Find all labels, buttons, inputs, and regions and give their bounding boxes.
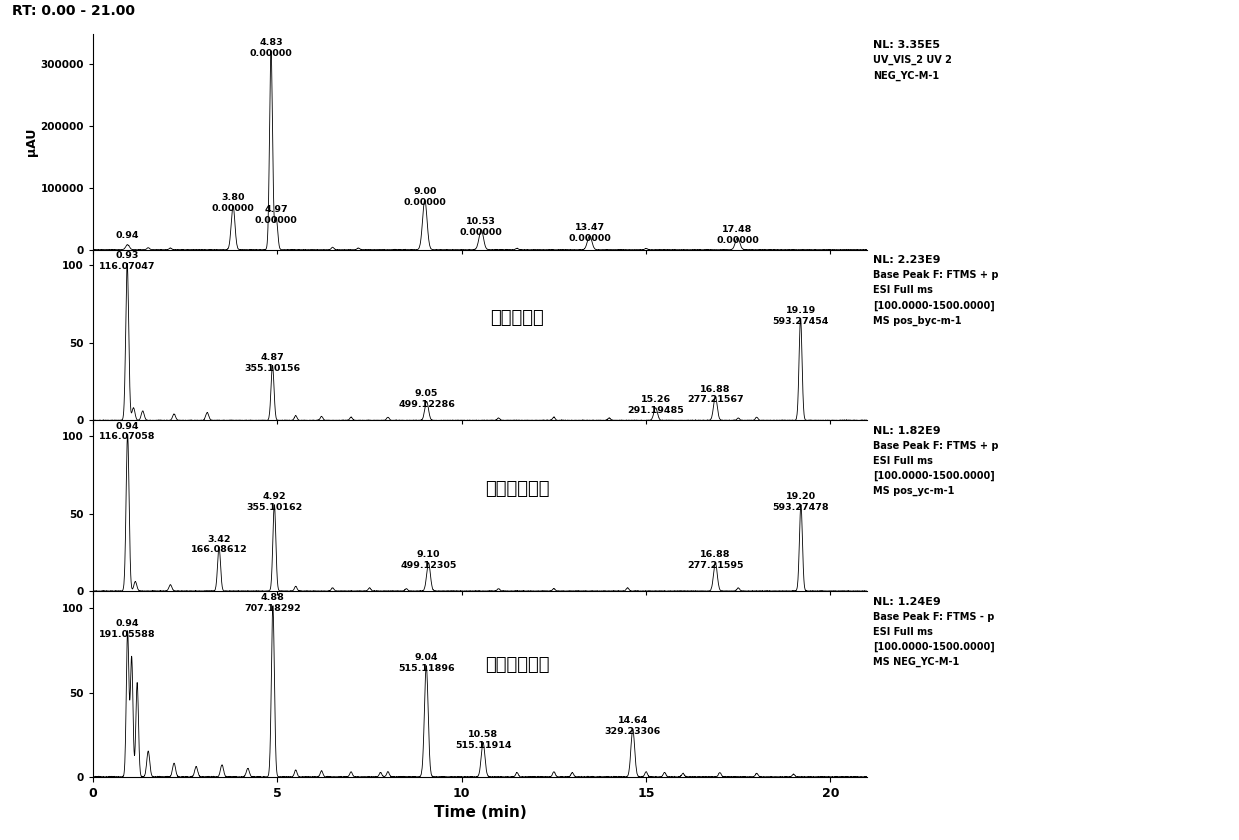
Text: 固陈蝒负离子: 固陈蝒负离子 xyxy=(484,657,549,675)
Text: UV_VIS_2 UV 2: UV_VIS_2 UV 2 xyxy=(873,55,953,66)
Text: 浜蝒正离子: 浜蝒正离子 xyxy=(491,309,544,327)
Text: 116.07058: 116.07058 xyxy=(99,433,156,441)
Text: NL: 1.82E9: NL: 1.82E9 xyxy=(873,426,942,436)
Text: Base Peak F: FTMS + p: Base Peak F: FTMS + p xyxy=(873,441,999,451)
Text: 0.00000: 0.00000 xyxy=(404,198,446,207)
Text: 277.21595: 277.21595 xyxy=(688,561,743,570)
Text: 329.23306: 329.23306 xyxy=(605,727,660,737)
Text: 19.19: 19.19 xyxy=(786,306,815,315)
Y-axis label: μAU: μAU xyxy=(25,128,37,156)
Text: NL: 2.23E9: NL: 2.23E9 xyxy=(873,255,940,265)
Text: 191.05588: 191.05588 xyxy=(99,630,156,638)
Text: 9.10: 9.10 xyxy=(416,550,440,559)
Text: 4.87: 4.87 xyxy=(260,353,285,362)
Text: 499.12286: 499.12286 xyxy=(398,400,455,409)
Text: 355.10162: 355.10162 xyxy=(247,503,302,512)
Text: 355.10156: 355.10156 xyxy=(244,364,301,373)
Text: 3.80: 3.80 xyxy=(222,192,245,202)
Text: 9.05: 9.05 xyxy=(415,389,439,398)
Text: 9.04: 9.04 xyxy=(415,654,439,662)
Text: 0.94: 0.94 xyxy=(115,422,139,431)
Text: 13.47: 13.47 xyxy=(575,223,605,232)
Text: 0.93: 0.93 xyxy=(115,251,139,260)
Text: [100.0000-1500.0000]: [100.0000-1500.0000] xyxy=(873,642,995,653)
Text: 593.27478: 593.27478 xyxy=(773,503,829,512)
Text: 15.26: 15.26 xyxy=(641,396,670,405)
Text: 14.64: 14.64 xyxy=(618,717,648,726)
Text: 0.94: 0.94 xyxy=(115,232,139,240)
Text: 16.88: 16.88 xyxy=(700,550,731,559)
Text: 4.97: 4.97 xyxy=(264,205,287,213)
Text: 0.00000: 0.00000 xyxy=(716,236,758,244)
Text: 707.18292: 707.18292 xyxy=(244,604,301,613)
Text: 116.07047: 116.07047 xyxy=(99,262,155,270)
Text: ESI Full ms: ESI Full ms xyxy=(873,627,933,637)
Text: 16.88: 16.88 xyxy=(700,385,731,393)
Text: MS NEG_YC-M-1: MS NEG_YC-M-1 xyxy=(873,657,960,668)
Text: 0.00000: 0.00000 xyxy=(460,228,503,237)
Text: ESI Full ms: ESI Full ms xyxy=(873,456,933,466)
Text: 0.94: 0.94 xyxy=(115,619,139,628)
Text: 19.20: 19.20 xyxy=(786,492,817,501)
Text: 499.12305: 499.12305 xyxy=(400,561,457,570)
Text: MS pos_yc-m-1: MS pos_yc-m-1 xyxy=(873,486,955,496)
Text: 515.11896: 515.11896 xyxy=(398,664,455,673)
Text: 0.00000: 0.00000 xyxy=(255,216,297,225)
Text: 3.42: 3.42 xyxy=(207,535,230,543)
Text: 固陈蝒正离子: 固陈蝒正离子 xyxy=(484,480,549,498)
Text: 593.27454: 593.27454 xyxy=(772,317,829,326)
Text: 0.00000: 0.00000 xyxy=(569,234,611,243)
Text: NEG_YC-M-1: NEG_YC-M-1 xyxy=(873,71,939,81)
Text: Base Peak F: FTMS - p: Base Peak F: FTMS - p xyxy=(873,612,995,622)
Text: ESI Full ms: ESI Full ms xyxy=(873,285,933,295)
Text: Base Peak F: FTMS + p: Base Peak F: FTMS + p xyxy=(873,270,999,280)
Text: 4.92: 4.92 xyxy=(263,492,286,501)
Text: 4.83: 4.83 xyxy=(259,38,282,46)
Text: 515.11914: 515.11914 xyxy=(455,741,512,750)
Text: 0.00000: 0.00000 xyxy=(249,49,292,58)
Text: NL: 1.24E9: NL: 1.24E9 xyxy=(873,596,942,606)
Text: 277.21567: 277.21567 xyxy=(688,395,743,404)
Text: 17.48: 17.48 xyxy=(722,224,752,234)
Text: 10.58: 10.58 xyxy=(468,730,498,739)
Text: MS pos_byc-m-1: MS pos_byc-m-1 xyxy=(873,315,961,326)
Text: [100.0000-1500.0000]: [100.0000-1500.0000] xyxy=(873,300,995,311)
Text: 0.00000: 0.00000 xyxy=(212,204,254,213)
X-axis label: Time (min): Time (min) xyxy=(434,806,527,821)
Text: 291.19485: 291.19485 xyxy=(627,407,684,415)
Text: RT: 0.00 - 21.00: RT: 0.00 - 21.00 xyxy=(12,4,135,18)
Text: 166.08612: 166.08612 xyxy=(191,545,248,554)
Text: NL: 3.35E5: NL: 3.35E5 xyxy=(873,40,940,50)
Text: 4.88: 4.88 xyxy=(261,593,285,602)
Text: [100.0000-1500.0000]: [100.0000-1500.0000] xyxy=(873,471,995,481)
Text: 9.00: 9.00 xyxy=(413,186,436,196)
Text: 10.53: 10.53 xyxy=(466,217,496,226)
